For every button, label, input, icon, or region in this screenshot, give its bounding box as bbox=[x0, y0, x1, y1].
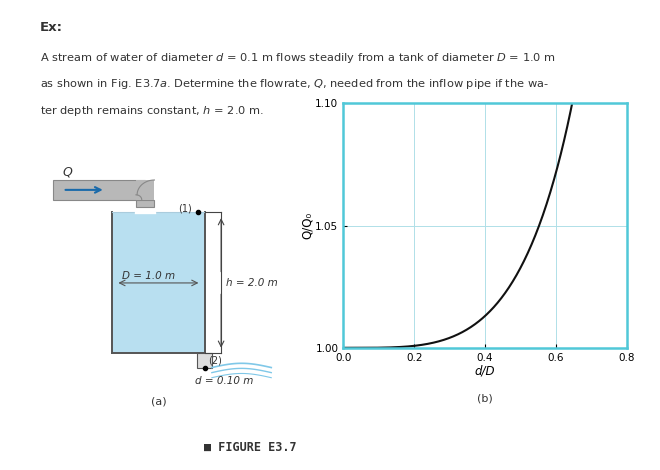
Text: Ex:: Ex: bbox=[40, 21, 63, 34]
Text: as shown in Fig. E3.7$a$. Determine the flowrate, $Q$, needed from the inflow pi: as shown in Fig. E3.7$a$. Determine the … bbox=[40, 78, 548, 91]
Bar bbox=[112, 212, 205, 353]
Text: ter depth remains constant, $h$ = 2.0 m.: ter depth remains constant, $h$ = 2.0 m. bbox=[40, 104, 263, 118]
Text: (b): (b) bbox=[477, 393, 493, 404]
Text: h = 2.0 m: h = 2.0 m bbox=[226, 278, 278, 288]
Text: (2): (2) bbox=[208, 355, 222, 365]
Text: ■ FIGURE E3.7: ■ FIGURE E3.7 bbox=[205, 441, 297, 454]
Bar bbox=[136, 200, 154, 207]
Text: (1): (1) bbox=[178, 203, 192, 213]
Text: A stream of water of diameter $d$ = 0.1 m flows steadily from a tank of diameter: A stream of water of diameter $d$ = 0.1 … bbox=[40, 51, 556, 64]
Bar bbox=[53, 180, 145, 200]
Text: D = 1.0 m: D = 1.0 m bbox=[122, 271, 175, 281]
Text: d = 0.10 m: d = 0.10 m bbox=[195, 376, 253, 386]
Bar bbox=[197, 353, 212, 368]
Text: Q: Q bbox=[63, 166, 73, 179]
Bar bbox=[136, 180, 154, 200]
X-axis label: d/D: d/D bbox=[475, 364, 496, 377]
Text: (a): (a) bbox=[150, 396, 166, 406]
Y-axis label: Q/Q₀: Q/Q₀ bbox=[301, 212, 314, 239]
